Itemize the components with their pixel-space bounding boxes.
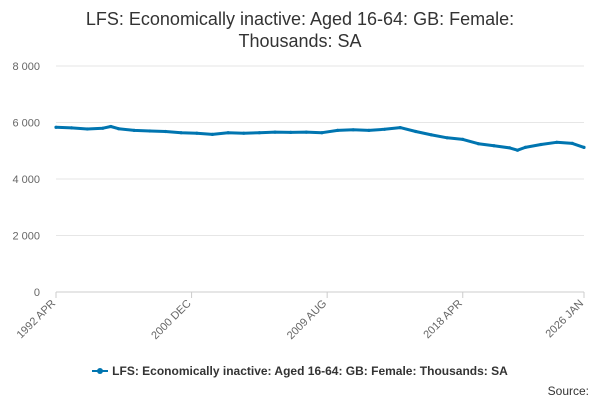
data-point (85, 127, 89, 131)
gridlines (56, 65, 584, 293)
data-point (367, 128, 371, 132)
data-point (382, 127, 387, 131)
y-tick-label: 8 000 (12, 61, 40, 73)
data-point (242, 131, 246, 135)
data-point (582, 145, 586, 149)
data-point (476, 142, 480, 146)
data-point (210, 132, 214, 136)
data-point (257, 131, 261, 135)
data-point (351, 128, 355, 132)
data-point (523, 145, 527, 149)
data-point (320, 131, 324, 135)
data-point (304, 130, 308, 134)
data-point (539, 142, 543, 147)
legend[interactable]: LFS: Economically inactive: Aged 16-64: … (0, 364, 600, 378)
y-tick-label: 0 (34, 287, 40, 299)
y-tick-label: 4 000 (12, 174, 40, 186)
data-point (148, 129, 152, 133)
data-point (570, 141, 574, 145)
x-tick-label: 2009 AUG (285, 298, 329, 342)
data-point (414, 129, 418, 134)
y-axis: 0 2 000 4 000 6 000 8 000 (12, 61, 40, 299)
data-point (445, 136, 449, 140)
chart-title-line-1: LFS: Economically inactive: Aged 16-64: … (85, 9, 515, 29)
data-point (429, 133, 434, 137)
data-point (273, 130, 277, 134)
data-point (289, 130, 293, 134)
x-tick-label: 2026 JAN (543, 298, 586, 341)
x-tick-label: 1992 APR (15, 298, 59, 342)
data-point (132, 128, 136, 132)
data-point (226, 131, 230, 135)
legend-line-marker-icon (92, 367, 109, 374)
source-label: Source: (547, 384, 589, 398)
legend-series-label: LFS: Economically inactive: Aged 16-64: … (112, 364, 508, 378)
x-axis: 1992 APR 2000 DEC 2009 AUG 2018 APR 2026 JAN (15, 292, 586, 342)
data-point (179, 131, 183, 135)
data-point (492, 144, 496, 148)
data-point (336, 128, 340, 132)
data-point (163, 129, 168, 134)
data-point (109, 124, 113, 129)
data-point (461, 137, 465, 141)
x-tick-label: 2000 DEC (149, 298, 193, 342)
data-point (101, 126, 105, 130)
data-point (555, 140, 559, 144)
data-point (70, 126, 74, 130)
data-point (117, 127, 121, 131)
data-point (515, 148, 520, 152)
chart-title-line-2: Thousands: SA (238, 31, 362, 51)
chart-title: LFS: Economically inactive: Aged 16-64: … (0, 8, 600, 52)
plot-area (54, 124, 586, 152)
y-tick-label: 6 000 (12, 118, 40, 130)
data-point (398, 126, 402, 130)
data-point (54, 125, 58, 129)
y-tick-label: 2 000 (12, 231, 40, 243)
x-tick-label: 2018 APR (421, 298, 465, 342)
data-point (195, 131, 199, 135)
data-point (508, 146, 512, 150)
